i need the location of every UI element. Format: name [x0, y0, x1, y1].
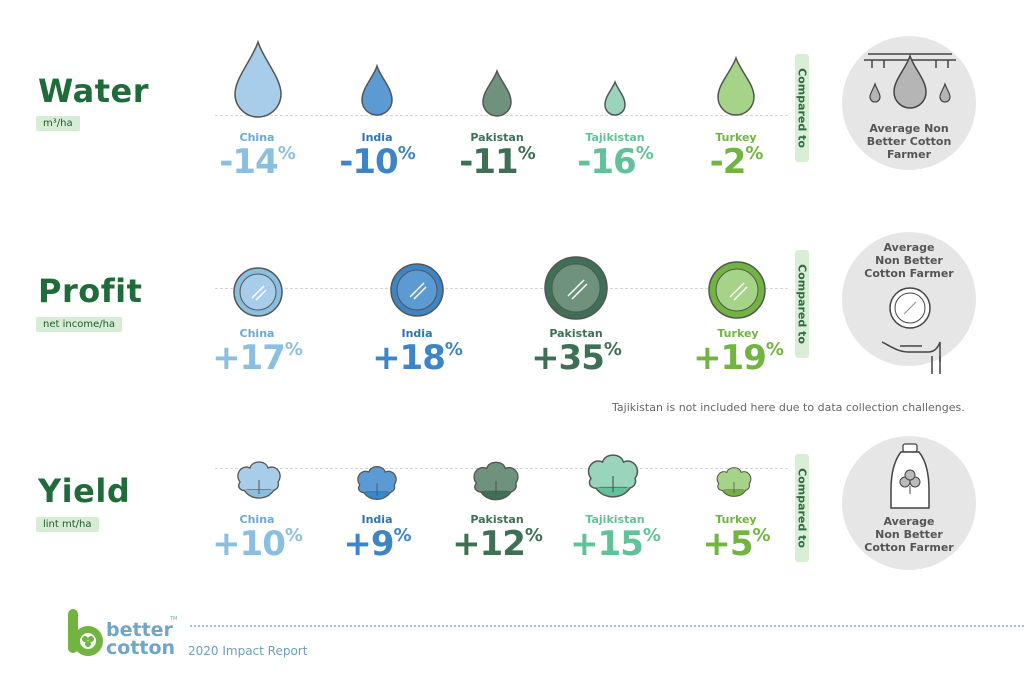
profit-unit: net income/ha [36, 317, 123, 332]
water-value-turkey: -2% [709, 142, 764, 182]
cotton-sack-icon [890, 443, 930, 509]
profit-value-pakistan: +35% [531, 338, 622, 378]
logo-text-better: better [106, 619, 173, 641]
profit-coin-pakistan-icon [544, 256, 608, 320]
profit-country-india: India [401, 327, 433, 340]
water-value-china: -14% [219, 142, 295, 182]
yield-country-pakistan: Pakistan [470, 513, 524, 526]
profit-coin-turkey-icon [708, 261, 766, 319]
yield-cotton-tajikistan-icon [587, 454, 639, 498]
profit-value-china: +17% [212, 338, 303, 378]
water-drop-pakistan-icon [482, 69, 512, 117]
better-cotton-logo-icon [68, 609, 103, 656]
yield-cotton-india-icon [357, 466, 397, 500]
profit-title: Profit [38, 272, 143, 310]
profit-country-turkey: Turkey [717, 327, 759, 340]
profit-compared-label: Compared to [795, 250, 809, 358]
water-value-india: -10% [339, 142, 415, 182]
water-drop-india-icon [361, 64, 393, 116]
yield-value-india: +9% [343, 524, 411, 564]
water-drop-turkey-icon [717, 56, 755, 116]
profit-value-india: +18% [372, 338, 463, 378]
profit-country-china: China [239, 327, 275, 340]
yield-value-china: +10% [212, 524, 303, 564]
water-unit: m³/ha [36, 116, 80, 131]
logo-text-cotton: cotton [106, 637, 176, 659]
water-country-india: India [361, 131, 393, 144]
yield-country-tajikistan: Tajikistan [585, 513, 645, 526]
water-value-pakistan: -11% [459, 142, 535, 182]
footer-dotted-line [190, 625, 1024, 627]
logo-trademark: TM [170, 616, 178, 622]
hand-holding-coin-icon [881, 287, 941, 374]
water-compared-label: Compared to [795, 54, 809, 162]
water-value-tajikistan: -16% [577, 142, 653, 182]
yield-cotton-pakistan-icon [473, 461, 519, 501]
tajikistan-note: Tajikistan is not included here due to d… [612, 401, 965, 414]
water-country-turkey: Turkey [715, 131, 757, 144]
profit-divider [215, 288, 788, 289]
yield-value-tajikistan: +15% [570, 524, 661, 564]
water-title: Water [38, 72, 150, 110]
profit-value-turkey: +19% [693, 338, 784, 378]
yield-average-text: Average Non Better Cotton Farmer [864, 515, 954, 554]
profit-coin-china-icon [233, 267, 283, 317]
water-drop-tajikistan-icon [604, 80, 626, 116]
yield-title: Yield [38, 472, 131, 510]
profit-average-text: Average Non Better Cotton Farmer [864, 241, 954, 280]
yield-value-pakistan: +12% [452, 524, 543, 564]
water-country-pakistan: Pakistan [470, 131, 524, 144]
yield-cotton-china-icon [237, 461, 281, 499]
water-country-tajikistan: Tajikistan [585, 131, 645, 144]
yield-value-turkey: +5% [702, 524, 770, 564]
water-drop-china-icon [234, 40, 282, 118]
profit-country-pakistan: Pakistan [549, 327, 603, 340]
yield-compared-label: Compared to [795, 454, 809, 562]
yield-country-china: China [239, 513, 275, 526]
water-country-china: China [239, 131, 275, 144]
yield-unit: lint mt/ha [36, 517, 99, 532]
yield-country-turkey: Turkey [715, 513, 757, 526]
report-title: 2020 Impact Report [188, 644, 308, 658]
water-average-text: Average Non Better Cotton Farmer [866, 122, 952, 161]
profit-coin-india-icon [390, 263, 444, 317]
yield-cotton-turkey-icon [716, 467, 752, 497]
yield-country-india: India [361, 513, 393, 526]
water-tap-icon [864, 53, 956, 109]
